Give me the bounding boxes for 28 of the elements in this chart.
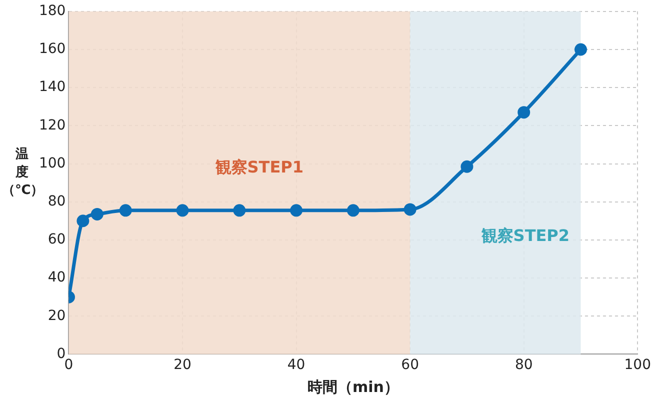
y-tick-label: 180 xyxy=(38,3,66,20)
point xyxy=(346,204,360,217)
point xyxy=(574,43,587,56)
y-tick-label: 160 xyxy=(38,41,66,58)
y-tick-label: 60 xyxy=(48,232,66,248)
y-tick-label: 120 xyxy=(38,117,66,134)
x-tick-label: 40 xyxy=(287,357,306,374)
point xyxy=(460,160,474,173)
x-tick-label: 100 xyxy=(624,357,652,374)
point xyxy=(518,106,530,119)
point xyxy=(404,203,416,216)
y-tick-label: 0 xyxy=(56,346,66,362)
point xyxy=(233,204,246,217)
y-tick-label: 20 xyxy=(48,308,66,324)
x-axis-title: 時間（min） xyxy=(307,378,399,396)
x-tick-label: 60 xyxy=(401,357,419,374)
x-tick-label: 80 xyxy=(514,357,533,374)
band-label: 観察STEP2 xyxy=(480,226,570,246)
x-tick-label: 20 xyxy=(174,357,192,374)
y-tick-label: 40 xyxy=(48,270,66,286)
y-tick-label: 80 xyxy=(48,193,66,210)
point xyxy=(119,204,132,217)
point xyxy=(176,204,189,217)
point xyxy=(290,204,303,217)
point xyxy=(90,208,104,220)
band-label: 観察STEP1 xyxy=(214,158,304,177)
point xyxy=(76,214,90,228)
y-tick-label: 140 xyxy=(38,79,66,96)
